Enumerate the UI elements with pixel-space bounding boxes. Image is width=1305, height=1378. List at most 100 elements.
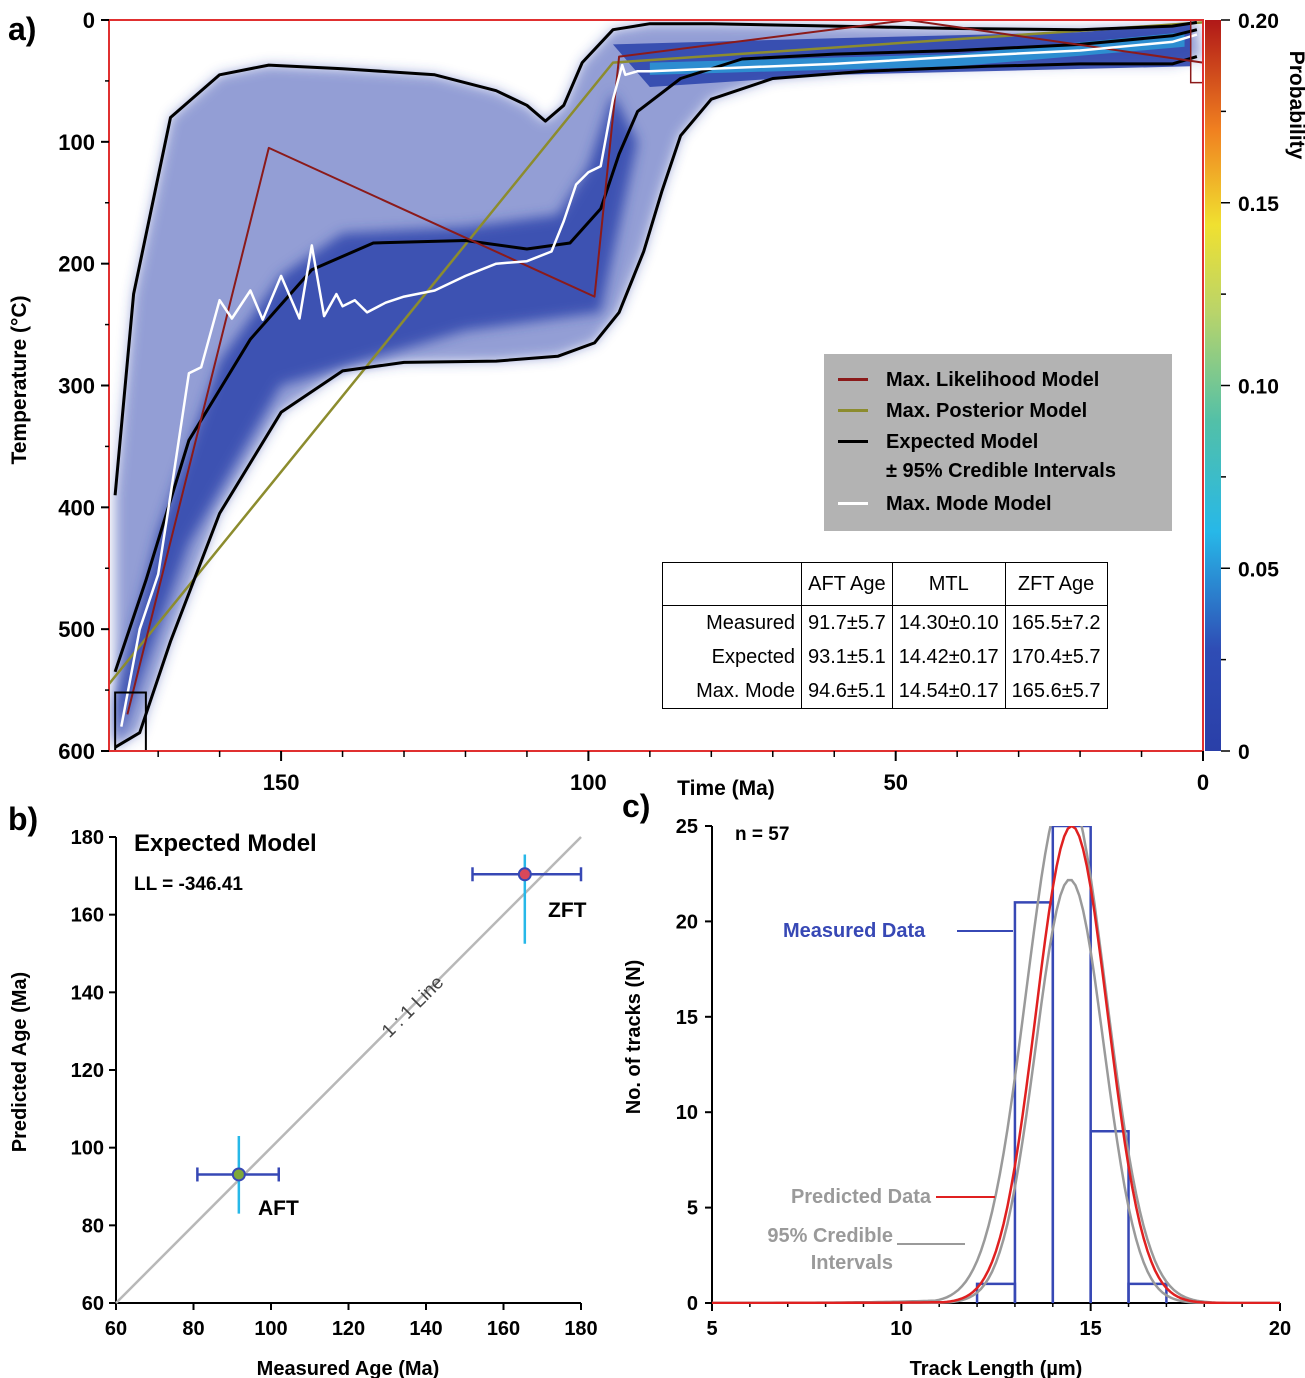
legend-label: ± 95% Credible Intervals [886, 460, 1116, 482]
table-row: Expected 93.1±5.1 14.42±0.17 170.4±5.7 [663, 640, 1107, 674]
y-tick-label-b: 160 [71, 905, 104, 927]
model-paths [109, 20, 1203, 751]
legend-item-max-mode: Max. Mode Model [838, 490, 1052, 520]
y-tick-label-a: 100 [58, 130, 95, 155]
histogram-bar [1051, 826, 1092, 1303]
heatmap-band-outer [115, 22, 1203, 748]
stats-table: AFT Age MTL ZFT Age Measured 91.7±5.7 14… [662, 562, 1108, 709]
table-cell: AFT Age [801, 562, 893, 606]
table-row: Measured 91.7±5.7 14.30±0.10 165.5±7.2 [663, 605, 1107, 640]
y-tick-label-c: 20 [676, 911, 698, 933]
series-95-credible-intervals-upper [113, 20, 1198, 496]
predicted-data-curve [712, 826, 1280, 1304]
y-tick-label-c: 0 [687, 1293, 698, 1315]
table-cell: 93.1±5.1 [801, 640, 893, 674]
y-tick-label-a: 400 [58, 495, 95, 520]
y-tick-label-b: 80 [82, 1215, 104, 1237]
legend-swatch [838, 409, 868, 412]
x-tick-label-c: 15 [1080, 1318, 1102, 1340]
table-row-label: Expected [711, 645, 795, 668]
y-tick-label-a: 600 [58, 739, 95, 764]
x-tick-label-b: 60 [105, 1318, 127, 1340]
table-cell: 14.30±0.10 [891, 605, 1006, 640]
table-cell: 94.6±5.1 [801, 674, 893, 709]
y-tick-label-c: 15 [676, 1007, 698, 1029]
table-cell: MTL [891, 562, 1006, 606]
colorbar-axis: 0.20 0.15 0.10 0.05 0 [1221, 10, 1279, 764]
y-axis-label-c: No. of tracks (N) [623, 960, 645, 1114]
axes-b: 60 80 100 120 140 160 180 60 80 100 120 140 160 180 [71, 827, 598, 1340]
credible-intervals-label-line2: Intervals [811, 1252, 893, 1274]
legend-label: Max. Likelihood Model [886, 369, 1100, 391]
y-tick-label-b: 100 [71, 1138, 104, 1160]
table-cell [662, 562, 802, 606]
table-header-row: AFT Age MTL ZFT Age [662, 562, 1107, 606]
x-tick-label-c: 10 [890, 1318, 912, 1340]
table-cell: 165.6±5.7 [1004, 674, 1107, 709]
colorbar-tick-label: 0.05 [1238, 558, 1279, 581]
legend-label: Max. Posterior Model [886, 400, 1088, 422]
y-axis-label-a: Temperature (°C) [8, 295, 31, 464]
panel-label-a: a) [8, 11, 36, 47]
x-tick-label-b: 100 [254, 1318, 287, 1340]
colorbar [1205, 20, 1221, 751]
table-cell: ZFT Age [1004, 562, 1107, 606]
probability-heatmap [109, 20, 1203, 751]
predicted-data-label: Predicted Data [791, 1186, 932, 1208]
series-max-likelihood-model [126, 20, 1203, 715]
y-tick-label-c: 5 [687, 1198, 698, 1220]
x-axis-label-b: Measured Age (Ma) [257, 1358, 440, 1378]
x-axis-label-c: Track Length (µm) [910, 1358, 1083, 1378]
zft-point-label: ZFT [548, 899, 587, 922]
table-cell: 170.4±5.7 [1004, 640, 1107, 674]
table-cell: 165.5±7.2 [1004, 605, 1107, 640]
one-to-one-line [115, 836, 582, 1304]
legend-a: Max. Likelihood Model Max. Posterior Mod… [824, 354, 1172, 531]
colorbar-tick-label: 0.10 [1238, 376, 1279, 399]
y-tick-label-b: 180 [71, 827, 104, 849]
panel-b: b) 60 80 100 120 140 160 180 60 80 100 120 140 160 18… [8, 801, 598, 1378]
y-tick-label-c: 10 [676, 1102, 698, 1124]
colorbar-tick-label: 0 [1238, 741, 1250, 764]
legend-item-credible: ± 95% Credible Intervals [886, 457, 1116, 487]
series-max-posterior-model [109, 21, 1203, 685]
x-tick-label-b: 180 [564, 1318, 597, 1340]
x-tick-label-b: 160 [487, 1318, 520, 1340]
y-tick-label-b: 140 [71, 982, 104, 1004]
panel-label-c: c) [622, 788, 650, 824]
measured-data-label: Measured Data [783, 920, 926, 942]
series-95-credible-intervals-lower [114, 55, 1198, 749]
y-axis-label-b: Predicted Age (Ma) [9, 972, 31, 1152]
track-count: n = 57 [735, 824, 789, 845]
table-cell: 14.54±0.17 [891, 674, 1006, 709]
log-likelihood: LL = -346.41 [134, 874, 243, 895]
x-tick-label-b: 120 [332, 1318, 365, 1340]
x-tick-label-c: 20 [1269, 1318, 1291, 1340]
legend-label: Max. Mode Model [886, 493, 1052, 515]
x-tick-label-b: 140 [409, 1318, 442, 1340]
x-tick-label-a: 0 [1197, 770, 1209, 795]
panel-b-title: Expected Model [134, 830, 317, 857]
legend-item-max-likelihood: Max. Likelihood Model [838, 366, 1099, 396]
y-tick-label-a: 0 [83, 8, 95, 33]
series-expected-model [113, 28, 1198, 673]
table-row-label: Max. Mode [696, 679, 795, 702]
legend-item-max-posterior: Max. Posterior Model [838, 397, 1087, 427]
one-to-one-line-label: 1 : 1 Line [378, 972, 448, 1042]
colorbar-tick-label: 0.15 [1238, 193, 1279, 216]
panel-label-b: b) [8, 801, 38, 837]
x-tick-label-c: 5 [706, 1318, 717, 1340]
legend-item-expected: Expected Model [838, 428, 1038, 458]
x-tick-label-a: 50 [883, 770, 907, 795]
aft-point-label: AFT [258, 1197, 299, 1220]
plot-b [115, 836, 583, 1304]
colorbar-title: Probability [1285, 51, 1305, 160]
heatmap-band-recent-core [649, 32, 1185, 75]
constraint-box-present [1189, 20, 1203, 84]
x-tick-label-a: 150 [263, 770, 300, 795]
